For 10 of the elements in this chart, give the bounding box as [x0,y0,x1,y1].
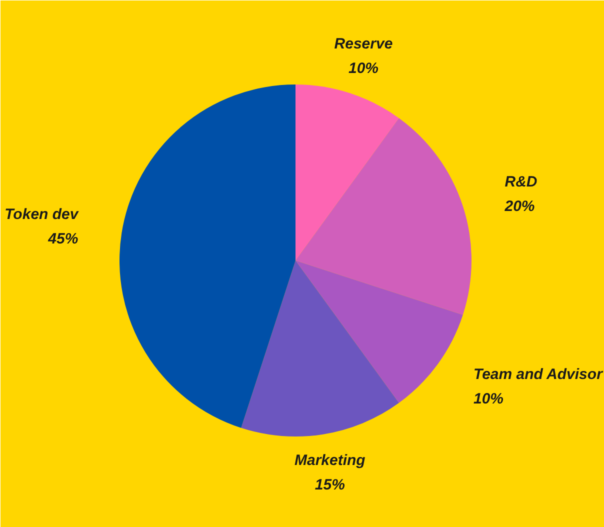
slice-label: Marketing [294,452,366,469]
slice-label: Reserve [334,35,393,52]
slice-label: Team and Advisor [473,366,604,383]
data-label: 10% [473,390,504,408]
data-label: 15% [314,476,345,494]
slice-label: Token dev [4,206,80,224]
slice-label: R&D [504,173,538,190]
data-label: 45% [47,230,78,248]
data-label: 20% [504,198,535,215]
data-label: 10% [348,60,379,78]
